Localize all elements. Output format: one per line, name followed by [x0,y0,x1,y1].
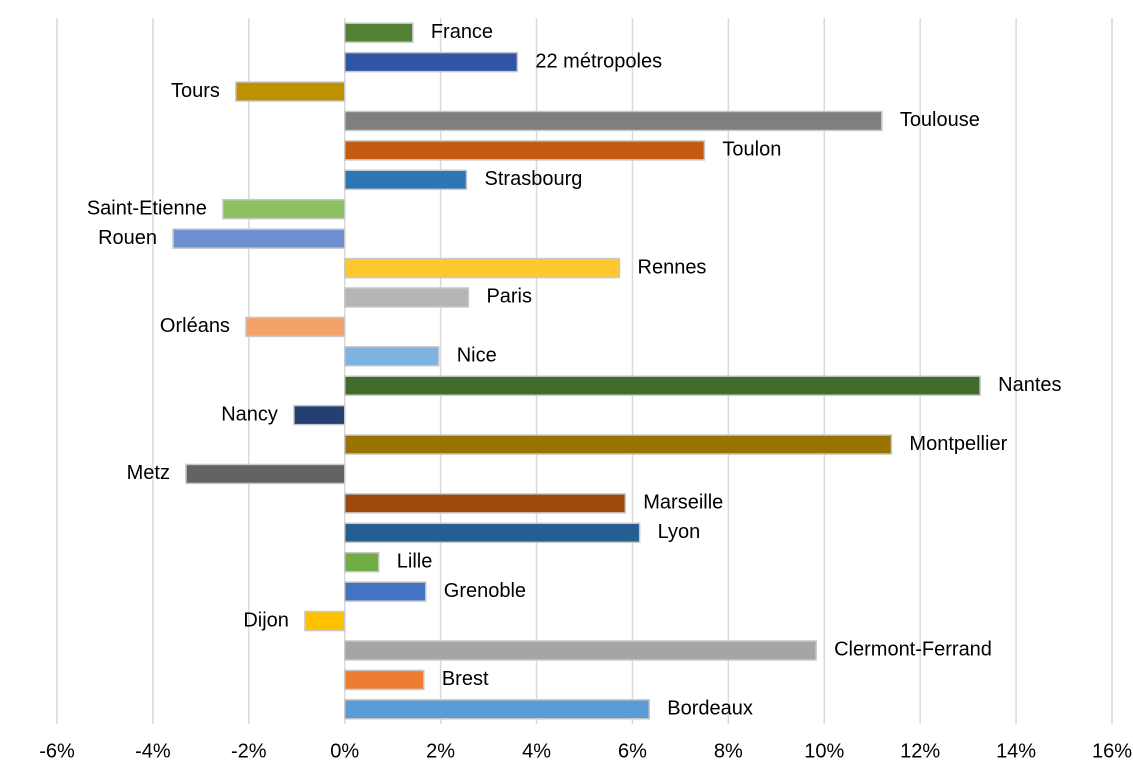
bar [343,140,706,161]
category-label: Saint-Etienne [87,197,207,219]
bar [343,22,414,43]
x-tick-label: -2% [231,740,267,762]
category-label: Tours [171,80,220,102]
bar [343,51,519,73]
category-label: Rouen [98,227,157,249]
bar [304,610,346,632]
category-label: Strasbourg [485,168,583,190]
bar [343,375,981,396]
category-label: 22 métropoles [535,50,662,72]
category-label: Rennes [638,256,707,278]
category-label: Nice [457,345,497,367]
x-tick-label: 0% [330,740,359,762]
category-label: Lille [397,550,433,572]
x-tick-label: 4% [522,740,551,762]
bar [185,463,346,485]
bar [343,346,440,367]
category-label: Montpellier [909,433,1007,455]
bar [235,81,346,102]
x-tick-label: -6% [39,740,75,762]
bar [343,581,427,602]
x-tick-label: 8% [714,740,743,762]
x-tick-label: 14% [996,740,1036,762]
bar [343,257,621,279]
category-label: Nancy [221,403,278,425]
bar [343,434,893,455]
category-label: Nantes [998,374,1061,396]
category-label: Dijon [243,609,289,631]
bar [343,551,380,573]
category-label: Bordeaux [667,698,753,720]
x-tick-label: 16% [1092,740,1132,762]
x-tick-label: 6% [618,740,647,762]
bar [343,110,883,132]
x-tick-label: -4% [135,740,171,762]
bar [343,699,650,720]
bar [343,522,641,544]
category-label: Clermont-Ferrand [834,639,992,661]
bar [222,198,346,220]
x-tick-label: 12% [900,740,940,762]
category-label: Orléans [160,315,230,337]
bar [245,316,346,338]
bar [343,640,817,661]
bar [343,169,468,191]
category-label: Lyon [658,521,701,543]
bar [172,228,346,249]
bar [343,287,470,308]
category-label: Metz [127,462,170,484]
category-label: Marseille [643,492,723,514]
x-tick-label: 2% [426,740,455,762]
x-tick-label: 10% [804,740,844,762]
category-label: Brest [442,668,489,690]
category-label: Paris [486,286,532,308]
category-label: Grenoble [444,580,526,602]
bar [343,493,627,514]
bar [293,404,346,426]
category-label: France [431,21,493,43]
category-label: Toulon [722,139,781,161]
category-label: Toulouse [900,109,980,131]
bar [343,669,425,691]
